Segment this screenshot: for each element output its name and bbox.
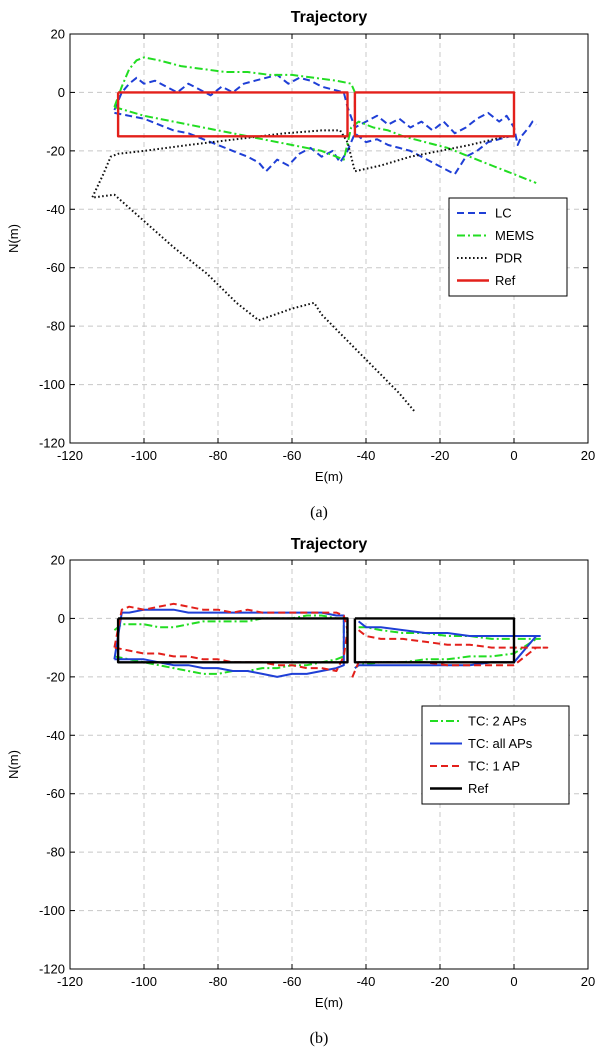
chart-title: Trajectory [291,9,368,26]
legend-label: TC: 1 AP [468,759,520,774]
y-tick-label: 0 [58,85,65,100]
legend-label: LC [495,206,512,221]
y-tick-label: -20 [46,143,65,158]
legend-label: Ref [495,273,516,288]
x-tick-label: -120 [57,974,83,989]
series-ref [116,617,516,664]
x-tick-label: 0 [510,448,517,463]
axes-frame [69,559,589,970]
y-tick-label: -40 [46,728,65,743]
y-tick-label: -60 [46,260,65,275]
x-tick-label: -40 [357,448,376,463]
x-tick-label: -60 [283,448,302,463]
y-tick-label: -100 [39,903,65,918]
chart-a: -120 -100 -80 -60 -40 -20 0 20 -120 -100 -80 -60 -40… [6,9,595,521]
legend: LC MEMS PDR Ref [448,197,568,297]
legend-label: TC: 2 APs [468,714,527,729]
x-tick-label: 20 [581,448,595,463]
x-tick-label: 0 [510,974,517,989]
series-pdr [91,129,507,412]
x-tick-label: -120 [57,448,83,463]
x-tick-label: -100 [131,974,157,989]
chart-b: -120 -100 -80 -60 -40 -20 0 20 -120 -100 -80 -60 -40… [6,536,595,1047]
x-tick-label: -20 [431,974,450,989]
series-lc-return [114,111,511,176]
y-tick-label: -120 [39,436,65,451]
axes-frame [69,33,589,444]
x-tick-label: -100 [131,448,157,463]
chart-title: Trajectory [291,536,368,553]
x-axis-label: E(m) [315,995,343,1010]
series-ref [116,91,516,138]
y-tick-label: -100 [39,377,65,392]
x-tick-label: 20 [581,974,595,989]
y-tick-label: -80 [46,845,65,860]
legend-label: PDR [495,251,522,266]
x-tick-label: -60 [283,974,302,989]
series-tc-all-aps [113,608,541,678]
series-lc [113,73,537,146]
y-tick-label: -80 [46,319,65,334]
series-mems [113,56,356,108]
x-tick-label: -80 [209,448,228,463]
legend-label: TC: all APs [468,736,533,751]
x-tick-label: -40 [357,974,376,989]
x-tick-label: -80 [209,974,228,989]
y-tick-label: 20 [51,27,65,42]
y-tick-label: -60 [46,786,65,801]
y-tick-label: -120 [39,962,65,977]
x-axis-label: E(m) [315,469,343,484]
y-axis-label: N(m) [6,224,21,253]
y-tick-label: -20 [46,669,65,684]
figure-caption: (a) [310,504,328,521]
y-tick-label: 20 [51,553,65,568]
x-tick-label: -20 [431,448,450,463]
legend-label: MEMS [495,228,534,243]
y-tick-label: -40 [46,202,65,217]
figure-caption: (b) [310,1030,329,1047]
y-axis-label: N(m) [6,750,21,779]
y-tick-label: 0 [58,611,65,626]
legend-label: Ref [468,781,489,796]
legend: TC: 2 APs TC: all APs TC: 1 AP Ref [421,705,570,805]
